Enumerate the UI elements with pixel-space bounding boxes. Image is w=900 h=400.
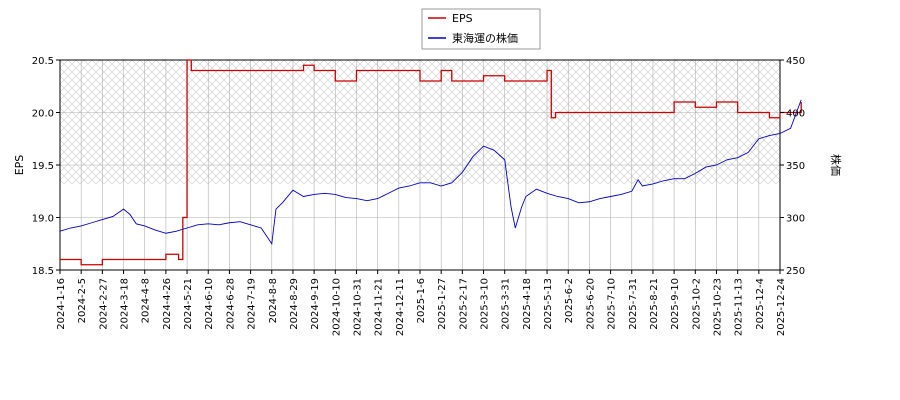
x-tick-label: 2025-4-18	[522, 278, 533, 330]
x-tick-label: 2024-10-31	[352, 278, 363, 336]
right-tick-label: 400	[786, 109, 805, 120]
x-tick-label: 2024-2-5	[77, 278, 88, 323]
left-tick-label: 18.5	[32, 266, 54, 277]
x-tick-label: 2025-1-27	[437, 278, 448, 330]
x-tick-label: 2024-1-16	[56, 278, 67, 330]
x-tick-label: 2024-5-21	[183, 278, 194, 330]
x-tick-label: 2025-12-24	[776, 278, 787, 336]
x-tick-label: 2025-3-31	[501, 278, 512, 330]
x-tick-label: 2025-6-20	[585, 278, 596, 330]
x-tick-label: 2025-7-10	[607, 278, 618, 330]
x-tick-label: 2025-9-10	[670, 278, 681, 330]
right-axis-title: 株価	[829, 154, 843, 176]
grid-lines	[59, 59, 781, 271]
series-layer	[59, 59, 802, 266]
series-line-eps	[60, 59, 802, 266]
left-axis-title: EPS	[13, 155, 26, 176]
right-tick-label: 350	[786, 161, 805, 172]
x-tick-label: 2025-10-2	[691, 278, 702, 330]
x-tick-label: 2024-6-10	[204, 278, 215, 330]
x-tick-label: 2024-3-18	[120, 278, 131, 330]
x-tick-label: 2024-7-19	[247, 278, 258, 330]
x-tick-label: 2025-5-13	[543, 278, 554, 330]
x-tick-label: 2024-11-21	[374, 278, 385, 336]
x-tick-label: 2025-8-21	[649, 278, 660, 330]
x-tick-label: 2024-12-11	[395, 278, 406, 336]
x-tick-label: 2025-7-31	[628, 278, 639, 330]
x-tick-label: 2025-1-6	[416, 278, 427, 323]
left-tick-label: 19.0	[32, 214, 54, 225]
right-axis: 250 300 350 400 450	[780, 56, 805, 277]
right-tick-label: 450	[786, 56, 805, 67]
legend-label-eps: EPS	[452, 12, 473, 25]
right-tick-label: 300	[786, 214, 805, 225]
right-tick-label: 250	[786, 266, 805, 277]
x-tick-label: 2025-3-10	[480, 278, 491, 330]
x-tick-label: 2024-8-8	[268, 278, 279, 323]
left-axis: 18.5 19.0 19.5 20.0 20.5	[32, 56, 60, 277]
legend: EPS 東海運の株価	[421, 8, 541, 50]
x-tick-label: 2024-6-28	[225, 278, 236, 330]
legend-label-price: 東海運の株価	[452, 31, 518, 45]
x-tick-label: 2024-9-19	[310, 278, 321, 330]
x-tick-label: 2025-11-13	[734, 278, 745, 336]
x-tick-label: 2025-10-23	[712, 278, 723, 336]
series-line-price	[59, 99, 802, 246]
x-tick-label: 2025-12-4	[755, 278, 766, 330]
x-tick-label: 2024-8-29	[289, 278, 300, 330]
x-tick-label: 2024-2-27	[98, 278, 109, 330]
x-tick-label: 2024-4-26	[162, 278, 173, 330]
legend-box	[421, 8, 541, 50]
left-tick-label: 20.5	[32, 56, 54, 67]
x-tick-label: 2025-2-17	[458, 278, 469, 330]
x-axis: 2024-1-16 2024-2-5 2024-2-27 2024-3-18 2024-…	[56, 270, 787, 336]
left-tick-label: 19.5	[32, 161, 54, 172]
x-tick-label: 2024-10-10	[331, 278, 342, 336]
left-tick-label: 20.0	[32, 109, 54, 120]
x-tick-label: 2025-6-2	[564, 278, 575, 323]
x-tick-label: 2024-4-8	[141, 278, 152, 323]
